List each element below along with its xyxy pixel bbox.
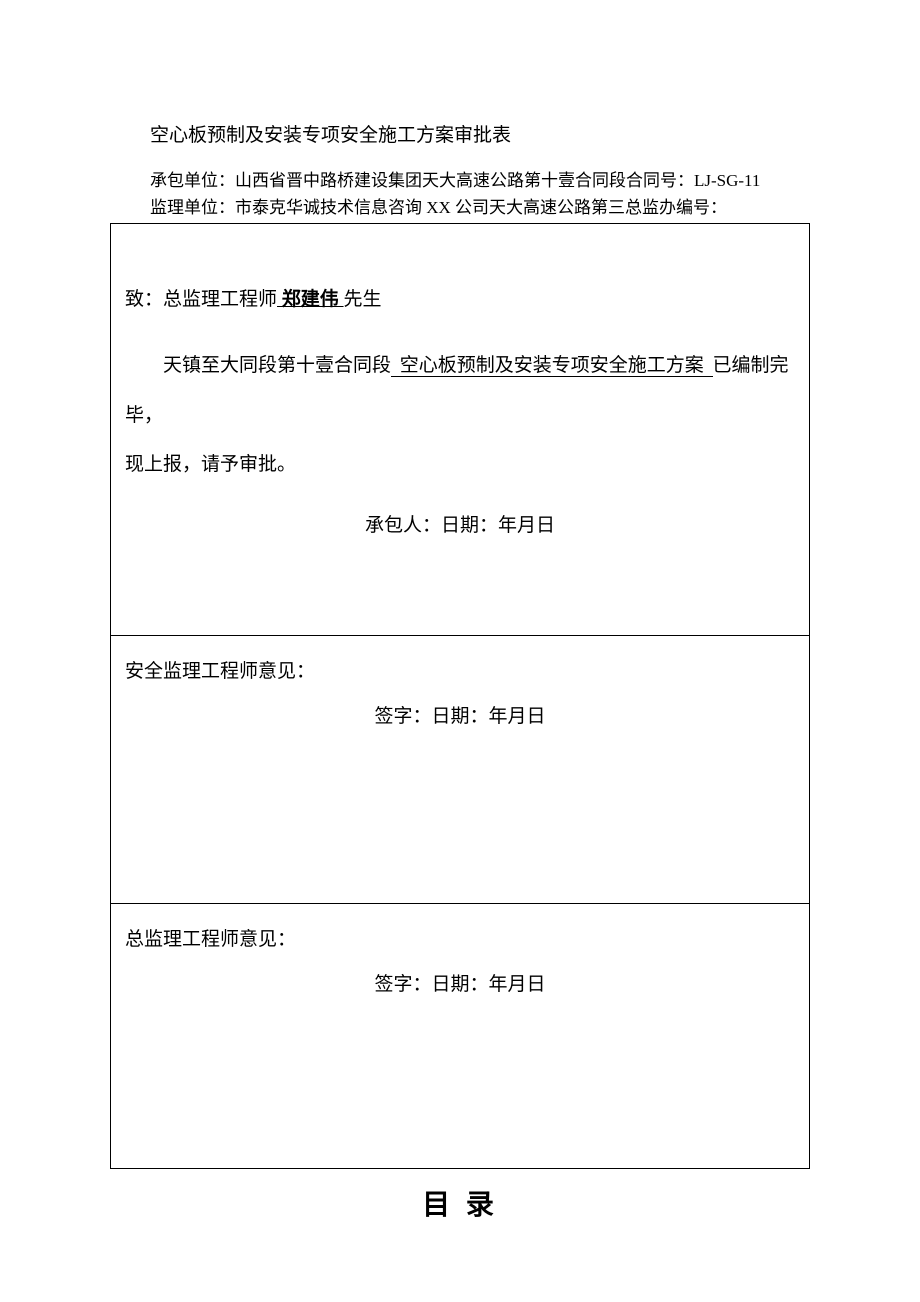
contractor-submission-cell: 致：总监理工程师 郑建伟 先生 天镇至大同段第十壹合同段 空心板预制及安装专项安…	[111, 224, 810, 636]
scheme-name: 空心板预制及安装专项安全施工方案	[391, 355, 713, 377]
chief-engineer-signature-line: 签字：日期：年月日	[125, 969, 795, 996]
chief-engineer-opinion-label: 总监理工程师意见：	[125, 924, 795, 951]
approval-form-table: 致：总监理工程师 郑建伟 先生 天镇至大同段第十壹合同段 空心板预制及安装专项安…	[110, 223, 810, 1169]
chief-engineer-name: 郑建伟	[277, 289, 344, 310]
contractor-unit-line: 承包单位：山西省晋中路桥建设集团天大高速公路第十壹合同段合同号：LJ-SG-11	[150, 167, 810, 194]
safety-engineer-opinion-label: 安全监理工程师意见：	[125, 656, 795, 683]
document-page: 空心板预制及安装专项安全施工方案审批表 承包单位：山西省晋中路桥建设集团天大高速…	[0, 0, 920, 1302]
greeting-suffix: 先生	[344, 289, 382, 310]
toc-title: 目 录	[110, 1183, 810, 1223]
supervisor-unit-line: 监理单位：市泰克华诚技术信息咨询 XX 公司天大高速公路第三总监办编号：	[150, 194, 810, 221]
submission-body-line2: 现上报，请予审批。	[125, 440, 795, 489]
safety-engineer-opinion-cell: 安全监理工程师意见： 签字：日期：年月日	[111, 636, 810, 904]
greeting-prefix: 致：总监理工程师	[125, 289, 277, 310]
form-title: 空心板预制及安装专项安全施工方案审批表	[150, 120, 810, 147]
chief-engineer-opinion-cell: 总监理工程师意见： 签字：日期：年月日	[111, 904, 810, 1169]
greeting-line: 致：总监理工程师 郑建伟 先生	[125, 284, 795, 311]
body-prefix: 天镇至大同段第十壹合同段	[163, 355, 391, 376]
safety-engineer-signature-line: 签字：日期：年月日	[125, 701, 795, 728]
submission-body: 天镇至大同段第十壹合同段 空心板预制及安装专项安全施工方案 已编制完毕，	[125, 341, 795, 440]
contractor-signature-line: 承包人：日期：年月日	[125, 510, 795, 537]
